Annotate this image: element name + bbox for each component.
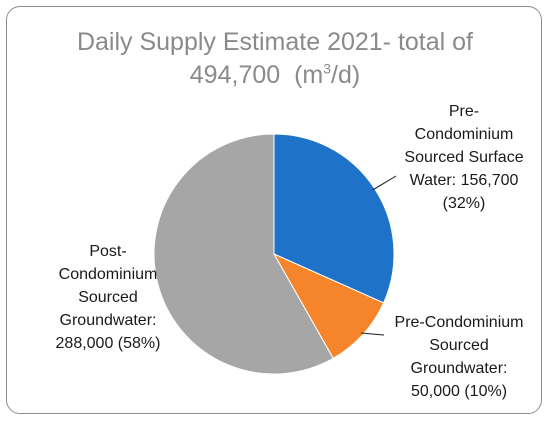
data-label-line: Sourced Surface bbox=[404, 149, 524, 166]
data-label-line: Groundwater: bbox=[59, 312, 157, 329]
leader-lines bbox=[361, 175, 397, 336]
chart-title: Daily Supply Estimate 2021- total of 494… bbox=[0, 26, 550, 92]
chart-title-line-2: 494,700 (m3/d) bbox=[0, 59, 550, 92]
data-label-line: Condominium bbox=[414, 126, 514, 143]
data-label-line: Sourced bbox=[429, 337, 489, 354]
data-label-line: (32%) bbox=[442, 195, 486, 212]
chart-title-unit-sup: 3 bbox=[323, 60, 332, 77]
data-label-line: 288,000 (58%) bbox=[55, 335, 161, 352]
data-label-line: Pre-Condominium bbox=[394, 314, 524, 331]
data-label-line: Pre- bbox=[448, 103, 480, 120]
data-label-line: Post- bbox=[89, 243, 127, 260]
chart-title-unit-pre: (m bbox=[294, 61, 324, 89]
data-label-surface-water: Pre- Condominium Sourced Surface Water: 156… bbox=[394, 100, 534, 215]
data-label-pre-condominium-groundwater: Pre-Condominium Sourced Groundwater: 50,000… bbox=[384, 311, 534, 403]
data-label-post-condominium-groundwater: Post- Condominium Sourced Groundwater: 288,0… bbox=[38, 240, 178, 355]
leader-line-pre-ground bbox=[361, 332, 385, 336]
chart-title-total: 494,700 bbox=[189, 61, 281, 89]
data-label-line: Sourced bbox=[78, 289, 138, 306]
pie-slice-pre-ground bbox=[272, 252, 385, 360]
data-label-line: Condominium bbox=[58, 266, 158, 283]
leader-line-surface bbox=[372, 175, 397, 191]
pie-slice-post-ground bbox=[153, 133, 334, 375]
data-label-line: Groundwater: bbox=[410, 360, 508, 377]
pie-slices bbox=[153, 133, 395, 375]
data-label-line: 50,000 (10%) bbox=[410, 383, 508, 400]
chart-title-line-1: Daily Supply Estimate 2021- total of bbox=[76, 28, 474, 56]
data-label-line: Water: 156,700 bbox=[409, 172, 519, 189]
chart-title-unit-post: /d) bbox=[331, 61, 361, 89]
